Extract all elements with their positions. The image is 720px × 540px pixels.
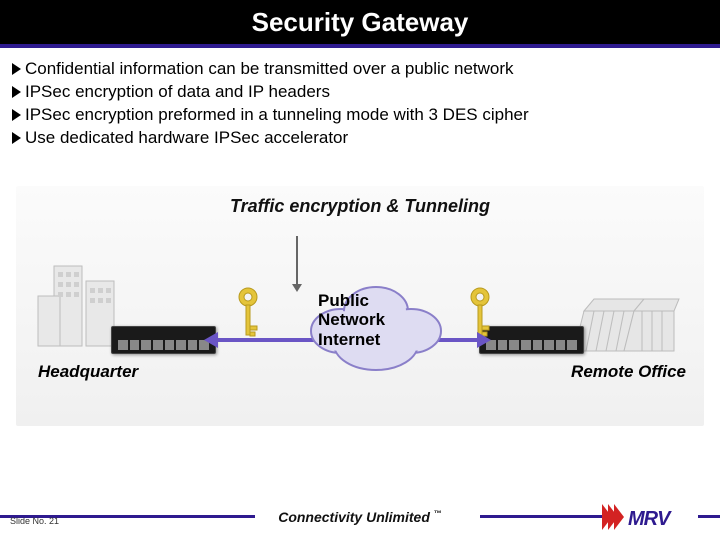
cloud-label-line: Network (318, 310, 428, 330)
arrow-left-icon (204, 332, 218, 348)
slide-title: Security Gateway (252, 7, 469, 37)
bullet-text: IPSec encryption preformed in a tunnelin… (25, 104, 529, 127)
gateway-left-icon (111, 326, 216, 354)
bullet-list: Confidential information can be transmit… (0, 48, 720, 158)
bullet-text: IPSec encryption of data and IP headers (25, 81, 330, 104)
triangle-right-icon (12, 86, 21, 98)
key-left-icon (234, 286, 262, 346)
cloud-label-line: Internet (318, 330, 428, 350)
bullet-text: Use dedicated hardware IPSec accelerator (25, 127, 348, 150)
trademark-icon: ™ (434, 509, 442, 518)
slide-footer: Slide No. 21 Connectivity Unlimited ™ MR… (0, 500, 720, 540)
network-diagram: Traffic encryption & Tunneling Headquart… (16, 186, 704, 426)
arrow-right-icon (477, 332, 491, 348)
cloud-label-line: Public (318, 291, 428, 311)
gateway-right-icon (479, 326, 584, 354)
cloud-label: Public Network Internet (318, 291, 428, 350)
mrv-logo: MRV (606, 504, 696, 534)
arrow-down-icon (296, 236, 298, 284)
triangle-right-icon (12, 132, 21, 144)
tagline-text: Connectivity Unlimited (278, 509, 430, 525)
bullet-item: Confidential information can be transmit… (12, 58, 708, 81)
triangle-right-icon (12, 109, 21, 121)
logo-text: MRV (628, 508, 669, 531)
remote-label: Remote Office (571, 362, 686, 382)
bullet-text: Confidential information can be transmit… (25, 58, 514, 81)
hq-label: Headquarter (38, 362, 138, 382)
diagram-title: Traffic encryption & Tunneling (16, 196, 704, 217)
triangle-right-icon (12, 63, 21, 75)
bullet-item: IPSec encryption preformed in a tunnelin… (12, 104, 708, 127)
chevron-right-icon (606, 504, 624, 535)
slide-title-bar: Security Gateway (0, 0, 720, 48)
bullet-item: IPSec encryption of data and IP headers (12, 81, 708, 104)
bullet-item: Use dedicated hardware IPSec accelerator (12, 127, 708, 150)
